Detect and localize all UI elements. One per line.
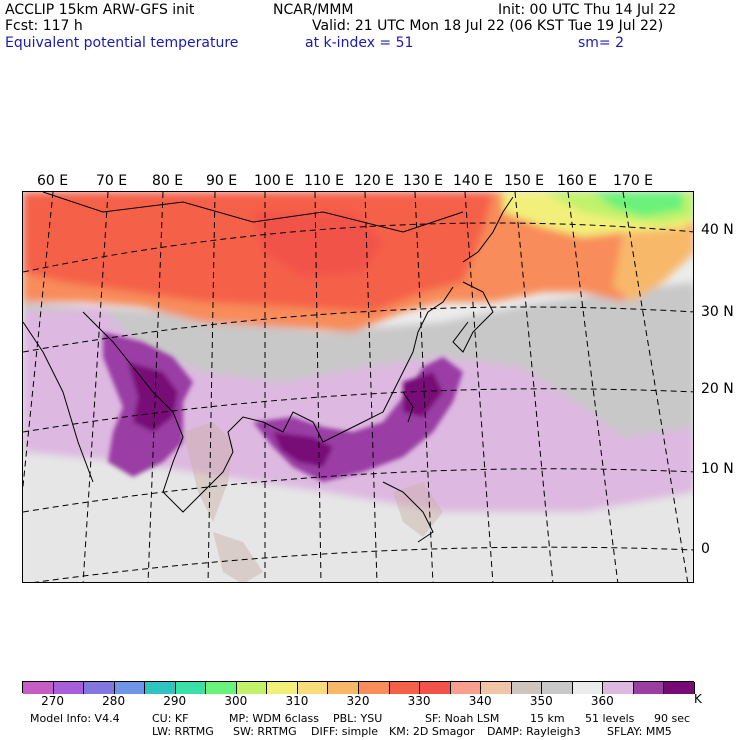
colorbar-swatch	[542, 682, 573, 694]
model-title: ACCLIP 15km ARW-GFS init	[5, 2, 195, 18]
colorbar-tick-label: 300	[224, 694, 248, 708]
lon-label: 170 E	[613, 173, 654, 189]
lw-scheme: LW: RRTMG	[152, 725, 214, 738]
colorbar-swatch	[664, 682, 695, 694]
time-step: 90 sec	[654, 712, 691, 725]
colorbar-swatch	[114, 682, 146, 694]
colorbar-tick-label: 360	[590, 694, 614, 708]
valid-time: Valid: 21 UTC Mon 18 Jul 22 (06 KST Tue …	[312, 18, 664, 34]
sf-scheme: SF: Noah LSM	[425, 712, 500, 725]
colorbar-tick-label: 350	[529, 694, 553, 708]
forecast-hour: Fcst: 117 h	[5, 18, 83, 34]
lon-label: 70 E	[96, 173, 128, 189]
colorbar-swatch	[53, 682, 85, 694]
lon-label: 130 E	[403, 173, 444, 189]
colorbar-swatch	[359, 682, 390, 694]
colorbar-swatch	[175, 682, 207, 694]
colorbar	[22, 681, 695, 694]
smoothing: sm= 2	[578, 35, 625, 51]
colorbar-tick-label: 280	[102, 694, 126, 708]
colorbar-tick-label: 320	[346, 694, 370, 708]
colorbar-swatch	[267, 682, 298, 694]
lon-label: 80 E	[152, 173, 184, 189]
colorbar-swatch	[328, 682, 359, 694]
init-time: Init: 00 UTC Thu 14 Jul 22	[498, 2, 677, 18]
colorbar-tick-label: 340	[468, 694, 492, 708]
lon-label: 100 E	[254, 173, 295, 189]
colorbar-swatch	[23, 682, 54, 694]
lon-label: 110 E	[304, 173, 345, 189]
colorbar-swatch	[420, 682, 451, 694]
colorbar-tick-label: 330	[407, 694, 431, 708]
mp-scheme: MP: WDM 6class	[229, 712, 319, 725]
organization: NCAR/MMM	[273, 2, 354, 18]
colorbar-tick-label: 310	[285, 694, 309, 708]
pbl-scheme: PBL: YSU	[333, 712, 383, 725]
lat-label: 20 N	[701, 381, 734, 397]
lat-label: 30 N	[701, 304, 734, 320]
model-info: Model Info: V4.4	[30, 712, 120, 725]
km-scheme: KM: 2D Smagor	[389, 725, 475, 738]
diff-scheme: DIFF: simple	[311, 725, 379, 738]
colorbar-swatch	[297, 682, 329, 694]
lat-label: 10 N	[701, 461, 734, 477]
lon-label: 150 E	[504, 173, 545, 189]
colorbar-swatch	[206, 682, 237, 694]
colorbar-unit: K	[694, 692, 702, 706]
lon-label: 160 E	[557, 173, 598, 189]
colorbar-swatch	[603, 682, 634, 694]
map-field	[23, 192, 693, 582]
colorbar-tick-label: 290	[163, 694, 187, 708]
colorbar-swatch	[236, 682, 268, 694]
colorbar-swatch	[145, 682, 176, 694]
lat-label: 0	[701, 541, 710, 557]
lon-label: 140 E	[453, 173, 494, 189]
colorbar-swatch	[84, 682, 115, 694]
lat-label: 40 N	[701, 222, 734, 238]
colorbar-tick-label: 270	[41, 694, 64, 708]
damp-scheme: DAMP: Rayleigh3	[487, 725, 581, 738]
field-name: Equivalent potential temperature	[5, 35, 239, 51]
sw-scheme: SW: RRTMG	[233, 725, 297, 738]
colorbar-swatch	[450, 682, 482, 694]
cu-scheme: CU: KF	[152, 712, 189, 725]
lon-label: 60 E	[37, 173, 69, 189]
vertical-levels: 51 levels	[585, 712, 635, 725]
colorbar-swatch	[633, 682, 665, 694]
colorbar-swatch	[572, 682, 604, 694]
colorbar-swatch	[511, 682, 543, 694]
sflay-scheme: SFLAY: MM5	[607, 725, 672, 738]
lon-label: 90 E	[206, 173, 238, 189]
theta-e-map	[22, 191, 694, 583]
colorbar-swatch	[389, 682, 421, 694]
level-index: at k-index = 51	[305, 35, 414, 51]
colorbar-swatch	[481, 682, 512, 694]
grid-resolution: 15 km	[530, 712, 565, 725]
lon-label: 120 E	[354, 173, 395, 189]
